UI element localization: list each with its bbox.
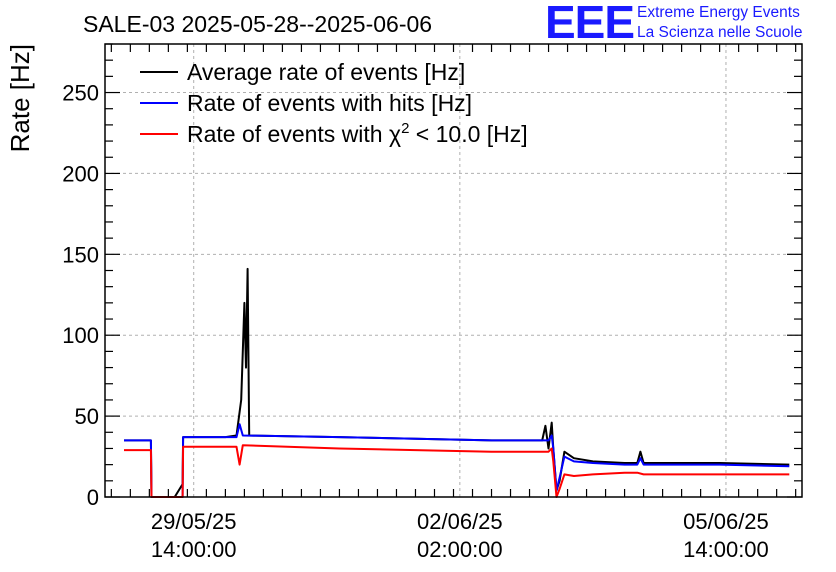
x-tick-label-time: 14:00:00	[683, 537, 769, 562]
y-tick-label: 200	[62, 161, 99, 186]
x-tick-label-time: 02:00:00	[417, 537, 503, 562]
y-tick-label: 100	[62, 323, 99, 348]
legend-label-0: Average rate of events [Hz]	[187, 59, 465, 85]
legend-label-1: Rate of events with hits [Hz]	[187, 90, 472, 116]
chart-title: SALE-03 2025-05-28--2025-06-06	[83, 11, 432, 37]
y-tick-label: 0	[87, 485, 99, 510]
series-line-1	[124, 423, 790, 498]
x-tick-label-date: 02/06/25	[417, 509, 503, 534]
logo-subtitle: La Scienza nelle Scuole	[637, 24, 803, 41]
y-tick-label: 50	[75, 404, 99, 429]
y-tick-label: 250	[62, 81, 99, 106]
x-tick-label-date: 29/05/25	[151, 509, 237, 534]
y-tick-label: 150	[62, 242, 99, 267]
series-line-2	[124, 444, 790, 498]
y-axis-label: Rate [Hz]	[5, 44, 35, 152]
legend-label-2: Rate of events with χ2 < 10.0 [Hz]	[187, 120, 528, 147]
x-tick-label-time: 14:00:00	[151, 537, 237, 562]
eee-logo: EEE EEE Extreme Energy Events La Scienza…	[545, 0, 835, 50]
x-tick-label-date: 05/06/25	[683, 509, 769, 534]
series-line-0	[124, 267, 790, 498]
eee-logo-mark: EEE EEE	[545, 0, 637, 50]
logo-title: Extreme Energy Events	[637, 4, 800, 21]
